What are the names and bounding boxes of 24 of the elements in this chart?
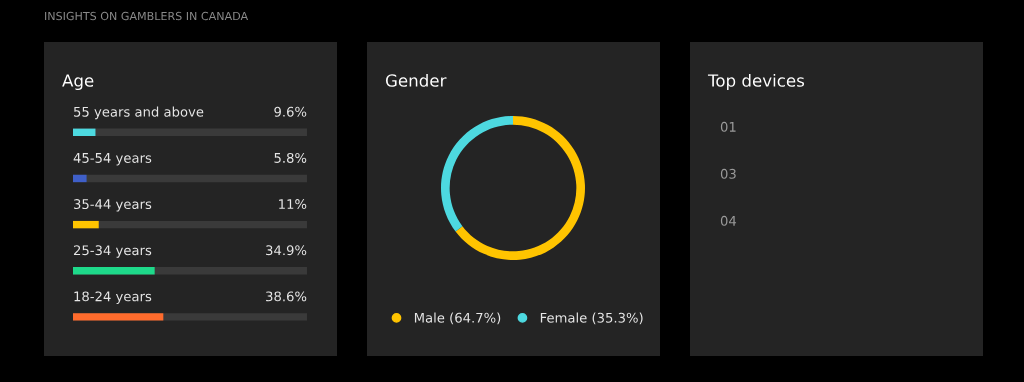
chart-title: Gender — [385, 73, 447, 87]
text: 01 — [720, 121, 736, 132]
donut-slice — [441, 116, 513, 232]
category-label: 45-54 years — [73, 153, 152, 166]
data-label: 5.8% — [274, 152, 307, 163]
data-label: 9.6% — [274, 106, 307, 117]
category-label: 18-24 years — [74, 291, 152, 304]
bar — [73, 220, 99, 229]
data-label: 38.6% — [266, 291, 307, 302]
text: Top devices — [707, 73, 805, 91]
category-label: 35-44 years — [74, 199, 152, 212]
data-label: 34.9% — [266, 245, 307, 256]
text: 03 — [720, 168, 736, 179]
text: 04 — [720, 215, 737, 226]
legend-label: Male (64.7%) — [414, 312, 501, 325]
text: INSIGHTS ON GAMBLERS IN CANADA — [45, 11, 249, 21]
bar — [73, 128, 96, 136]
chart-title: Age — [62, 74, 94, 91]
bar — [73, 174, 87, 183]
category-label: 55 years and above — [74, 106, 204, 120]
legend-label: Female (35.3%) — [540, 312, 643, 325]
data-label: 11% — [279, 199, 307, 210]
category-label: 25-34 years — [73, 245, 152, 258]
donut-slice — [455, 116, 585, 260]
